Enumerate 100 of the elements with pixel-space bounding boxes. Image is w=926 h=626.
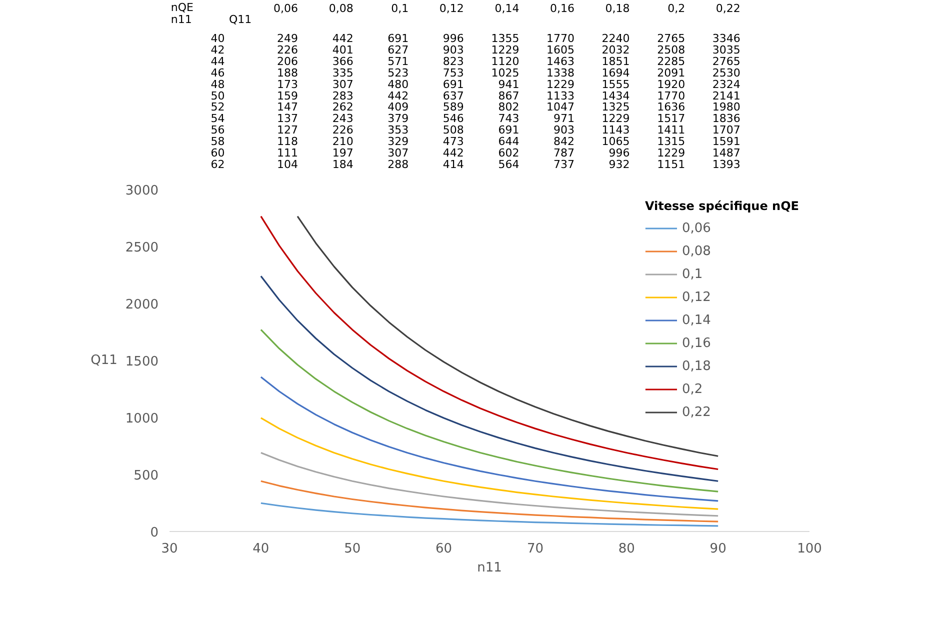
data-label: 197 [332,146,354,160]
x-tick-label: 70 [526,542,544,556]
data-label: 442 [388,89,409,102]
legend-label: 0,06 [682,220,711,236]
data-label: 1411 [657,124,686,137]
x-tick-label: 0,22 [716,2,740,15]
data-label: 1355 [491,32,520,45]
legend-label: 0,08 [682,243,711,259]
data-label: 262 [332,100,354,114]
x-tick-label: 0,06 [274,2,298,15]
x-tick-label: 30 [161,542,178,556]
line-series [260,480,719,522]
data-label: 2765 [712,54,740,68]
y-tick-label: 3000 [125,184,159,198]
y-tick-label: 60 [210,146,225,160]
data-label: 3346 [712,32,740,45]
data-label: 1133 [546,89,575,102]
data-label: 743 [498,112,520,126]
data-label: 523 [388,66,409,80]
data-label: 1770 [657,89,686,102]
data-label: 2508 [657,43,686,56]
data-label: 480 [388,78,409,91]
data-label: 787 [554,146,575,160]
data-label: 996 [442,32,464,45]
data-label: 1143 [602,124,630,137]
legend-label: 0,22 [682,404,711,420]
text: Q11 [228,13,252,26]
line-series [260,417,719,510]
data-label: 637 [442,89,464,102]
data-label: 842 [554,135,575,148]
data-label: 737 [554,158,575,171]
x-axis-title: n11 [477,560,502,576]
x-tick-label: 0,12 [439,2,464,15]
x-tick-label: 0,16 [550,2,575,15]
data-label: 137 [277,112,298,126]
y-tick-label: 46 [210,66,225,80]
x-tick-label: 90 [710,542,726,556]
data-label: 1591 [712,135,740,148]
x-tick-label: 50 [344,542,361,556]
data-label: 118 [277,135,298,148]
x-tick-label: 40 [252,542,270,556]
data-label: 1770 [546,32,575,45]
data-label: 903 [554,124,575,137]
data-label: 1636 [657,100,686,114]
x-axis-title: nQE [170,1,194,14]
data-label: 1694 [602,66,630,80]
data-label: 1025 [491,66,520,80]
data-label: 283 [332,89,354,102]
x-tick-label: 80 [618,542,635,556]
data-label: 996 [608,146,630,160]
y-tick-label: 42 [210,43,225,56]
data-label: 1393 [712,158,740,171]
data-label: 249 [277,32,298,45]
x-tick-label: 100 [797,542,822,556]
data-label: 104 [277,158,298,171]
data-label: 379 [388,112,409,126]
data-label: 802 [498,100,520,114]
data-label: 1707 [712,124,740,137]
data-label: 602 [498,146,520,160]
legend-label: 0,14 [682,312,711,328]
data-label: 546 [442,112,464,126]
y-tick-label: 52 [210,100,225,114]
data-label: 867 [498,89,520,102]
data-label: 1487 [712,146,740,160]
data-label: 147 [277,100,298,114]
x-tick-label: 0,14 [494,2,520,15]
data-label: 691 [388,32,409,45]
line-series [260,376,719,502]
data-label: 414 [442,158,464,171]
y-tick-label: 500 [134,468,159,484]
data-label: 508 [442,124,464,137]
data-label: 159 [277,89,298,102]
data-label: 173 [277,78,298,91]
data-label: 627 [388,43,409,56]
y-axis-title: n11 [170,13,192,26]
data-label: 571 [388,54,409,68]
y-tick-label: 40 [210,32,225,45]
data-label: 1463 [546,54,575,68]
legend-label: 0,2 [682,381,703,397]
y-tick-label: 2500 [125,240,159,256]
data-label: 589 [442,100,464,114]
line-series [260,452,719,517]
data-label: 1605 [546,43,575,56]
y-tick-label: 50 [210,89,225,102]
x-tick-label: 0,1 [391,2,409,15]
data-label: 442 [442,146,464,160]
data-label: 111 [277,146,298,160]
legend-label: 0,18 [682,358,711,374]
y-tick-label: 48 [210,78,225,91]
data-label: 2530 [712,66,740,80]
data-label: 442 [332,32,354,45]
data-label: 409 [388,100,409,114]
data-label: 564 [498,158,520,171]
data-label: 226 [277,43,298,56]
data-label: 753 [442,66,464,80]
data-label: 307 [388,146,409,160]
x-tick-label: 60 [436,542,452,556]
line-series [260,328,719,492]
y-tick-label: 56 [210,124,225,137]
data-label: 1151 [657,158,686,171]
